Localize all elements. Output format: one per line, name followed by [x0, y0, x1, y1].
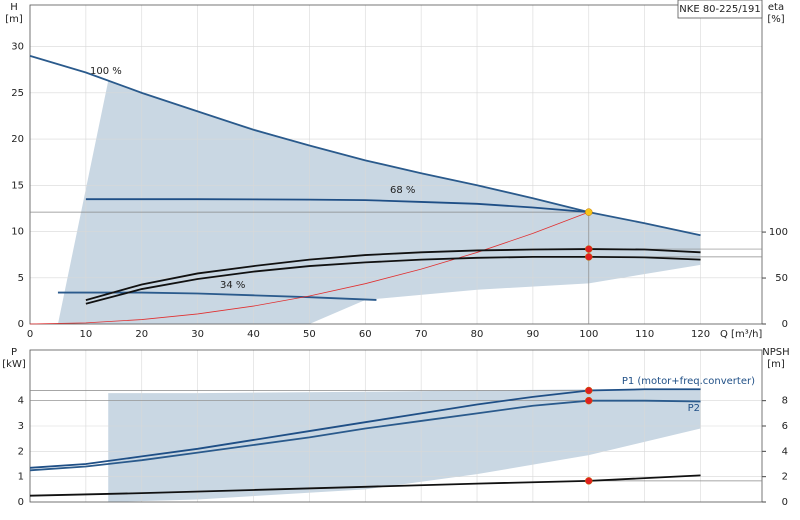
y-axis-label: [kW] — [2, 359, 26, 370]
x-tick-label: 100 — [579, 329, 598, 340]
curve-label: 100 % — [90, 66, 122, 77]
y2-tick-label: 0 — [782, 497, 788, 508]
curve-label: 68 % — [390, 185, 415, 196]
y-tick-label: 10 — [11, 227, 24, 238]
x-tick-label: 90 — [527, 329, 540, 340]
x-axis-label: Q [m³/h] — [720, 329, 762, 340]
curve — [85, 255, 701, 305]
x-tick-label: 110 — [635, 329, 654, 340]
y-axis-label: P — [11, 347, 17, 358]
y-axis-label: H — [10, 2, 18, 13]
y-tick-label: 30 — [11, 42, 24, 53]
duty-point — [585, 386, 593, 395]
y2-tick-label: 50 — [775, 273, 788, 284]
duty-point — [585, 396, 593, 405]
duty-point — [585, 253, 593, 261]
x-tick-label: 40 — [247, 329, 260, 340]
y2-tick-label: 6 — [782, 421, 788, 432]
y-tick-label: 1 — [18, 472, 24, 483]
y-tick-label: 15 — [11, 180, 24, 191]
title-box — [677, 0, 763, 19]
y2-axis-label: [%] — [767, 14, 784, 25]
y-tick-label: 25 — [11, 88, 24, 99]
chart-title: NKE 80-225/191 — [679, 4, 760, 15]
y2-tick-label: 4 — [782, 446, 788, 457]
x-tick-label: 50 — [303, 329, 316, 340]
plot-frame — [29, 4, 763, 325]
y-tick-label: 5 — [18, 273, 24, 284]
y2-tick-label: 100 — [769, 227, 788, 238]
duty-point — [585, 208, 593, 216]
duty-point — [585, 245, 593, 253]
operating-range — [57, 80, 701, 325]
duty-point — [585, 477, 593, 485]
operating-range — [108, 389, 701, 502]
y-tick-label: 20 — [11, 134, 24, 145]
curve-label: P2 — [688, 403, 700, 414]
y-tick-label: 0 — [18, 319, 24, 330]
y-tick-label: 2 — [18, 446, 24, 457]
x-tick-label: 70 — [415, 329, 428, 340]
x-tick-label: 10 — [80, 329, 93, 340]
curve — [29, 211, 589, 325]
plot-frame — [29, 349, 763, 503]
curve-label: P1 (motor+freq.converter) — [622, 376, 755, 387]
curve — [57, 291, 377, 301]
y2-tick-label: 8 — [782, 396, 788, 407]
curve-label: 34 % — [220, 280, 245, 291]
y2-axis-label: eta — [768, 2, 784, 13]
y-tick-label: 3 — [18, 421, 24, 432]
x-tick-label: 20 — [135, 329, 148, 340]
y2-tick-label: 0 — [782, 319, 788, 330]
curve — [85, 198, 589, 214]
x-tick-label: 30 — [191, 329, 204, 340]
x-tick-label: 60 — [359, 329, 372, 340]
y-axis-label: [m] — [5, 14, 23, 25]
y-tick-label: 4 — [18, 396, 24, 407]
curve — [85, 248, 701, 301]
x-tick-label: 120 — [691, 329, 710, 340]
y2-tick-label: 2 — [782, 472, 788, 483]
y-tick-label: 0 — [18, 497, 24, 508]
y2-axis-label: [m] — [767, 359, 785, 370]
y2-axis-label: NPSH — [762, 347, 789, 358]
x-tick-label: 0 — [27, 329, 33, 340]
x-tick-label: 80 — [471, 329, 484, 340]
